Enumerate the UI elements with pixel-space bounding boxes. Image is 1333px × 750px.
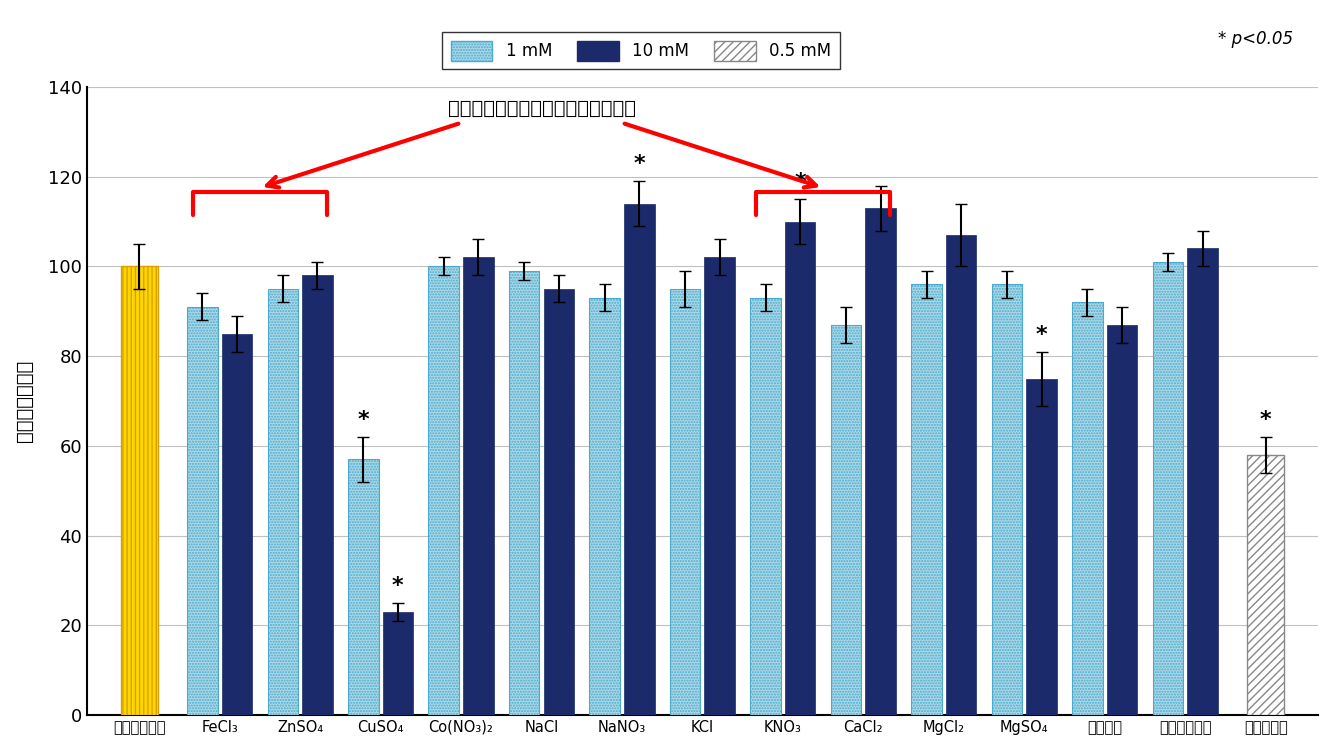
Bar — [912, 284, 942, 716]
Bar — [589, 298, 620, 716]
Text: *: * — [794, 172, 806, 192]
Text: *: * — [357, 410, 369, 430]
Bar — [624, 203, 655, 716]
Bar — [268, 289, 299, 716]
Bar — [1026, 379, 1057, 716]
Bar — [509, 271, 540, 716]
Bar — [1153, 262, 1184, 716]
Text: *: * — [633, 154, 645, 175]
Bar — [704, 257, 734, 716]
Text: 特に低い感受性を示した金属イオン: 特に低い感受性を示した金属イオン — [448, 99, 636, 118]
Bar — [303, 275, 333, 716]
Bar — [463, 257, 493, 716]
Bar — [1072, 302, 1102, 716]
Text: *: * — [392, 576, 404, 596]
Bar — [348, 459, 379, 716]
Legend: 1 mM, 10 mM, 0.5 mM: 1 mM, 10 mM, 0.5 mM — [443, 32, 840, 70]
Bar — [946, 235, 977, 716]
Bar — [785, 221, 816, 716]
Text: *: * — [1036, 325, 1048, 345]
Bar — [1106, 325, 1137, 716]
Bar — [428, 266, 459, 716]
Y-axis label: 相対活性（％）: 相対活性（％） — [15, 360, 35, 442]
Bar — [992, 284, 1022, 716]
Bar — [221, 334, 252, 716]
Bar — [544, 289, 575, 716]
Text: *: * — [1260, 410, 1272, 430]
Bar — [750, 298, 781, 716]
Bar — [1188, 248, 1218, 716]
Bar — [187, 307, 217, 716]
Bar — [383, 612, 413, 716]
Bar — [830, 325, 861, 716]
Bar — [865, 208, 896, 716]
Bar — [121, 266, 157, 716]
Bar — [1248, 455, 1284, 716]
Bar — [670, 289, 700, 716]
Text: * p<0.05: * p<0.05 — [1218, 30, 1293, 48]
